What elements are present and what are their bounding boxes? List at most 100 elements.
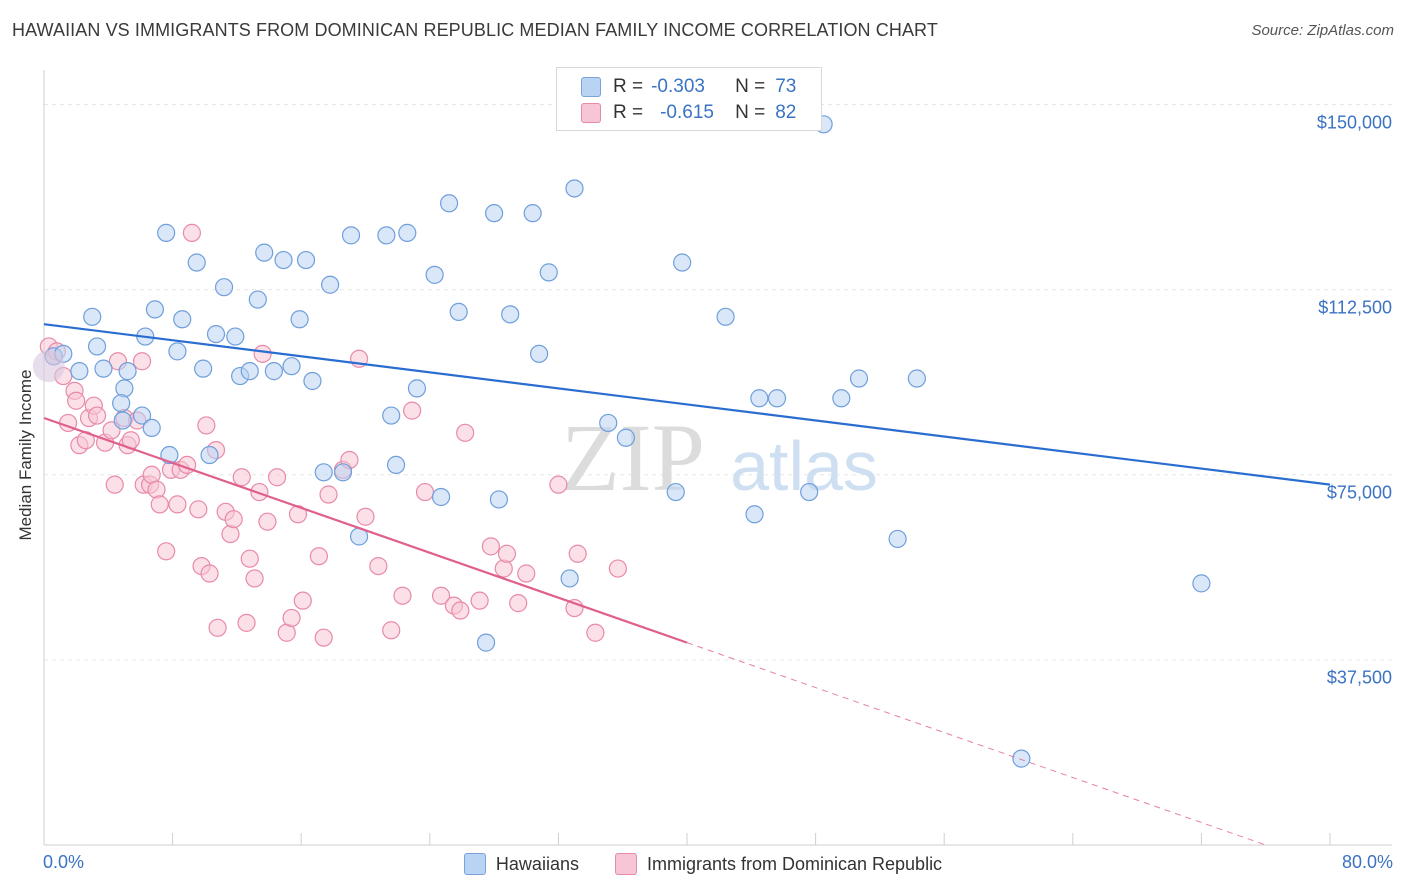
data-point <box>497 544 517 563</box>
data-point <box>232 468 251 487</box>
data-point <box>258 512 277 531</box>
data-point <box>333 463 353 482</box>
data-point <box>560 569 579 588</box>
data-point <box>240 362 259 381</box>
data-point <box>382 406 401 425</box>
data-point <box>485 204 504 223</box>
trend-line-dominican-extrapolated <box>686 642 1266 846</box>
data-point <box>470 591 489 610</box>
data-point <box>309 547 328 566</box>
legend-swatch-pink <box>581 103 601 123</box>
legend-row-dominican: R = -0.615 N = 82 <box>581 101 796 125</box>
r-value: -0.303 <box>651 76 705 97</box>
data-point <box>182 223 201 242</box>
data-point <box>489 490 509 509</box>
data-point <box>398 223 417 242</box>
legend-item-dominican[interactable]: Immigrants from Dominican Republic <box>614 853 942 875</box>
data-point <box>264 362 283 381</box>
y-tick-150000: $150,000 <box>1316 112 1392 133</box>
data-point <box>451 601 470 620</box>
data-point <box>303 371 322 391</box>
x-tick-min: 0.0% <box>43 852 85 872</box>
data-point <box>226 327 245 346</box>
data-point <box>189 500 208 519</box>
data-point <box>456 423 475 442</box>
data-point <box>403 401 422 420</box>
data-point <box>248 290 267 309</box>
data-point <box>150 495 169 514</box>
data-point-cluster <box>32 350 65 383</box>
data-point <box>168 342 187 361</box>
data-point <box>147 480 166 499</box>
data-point <box>549 475 568 494</box>
data-point <box>599 413 618 433</box>
data-point <box>221 524 240 544</box>
series-legend: Hawaiians Immigrants from Dominican Repu… <box>0 851 1406 877</box>
data-point <box>608 559 627 578</box>
data-point <box>208 618 227 637</box>
data-point <box>745 505 764 524</box>
data-point <box>267 468 287 487</box>
data-point <box>517 564 536 583</box>
data-point <box>616 428 636 447</box>
n-label: N = <box>735 76 766 97</box>
chart-title: HAWAIIAN VS IMMIGRANTS FROM DOMINICAN RE… <box>12 20 938 40</box>
data-point <box>168 495 187 514</box>
data-point <box>94 359 113 378</box>
data-point <box>494 559 513 578</box>
n-value: 82 <box>775 102 797 123</box>
data-point <box>293 591 312 610</box>
n-label: N = <box>735 102 766 123</box>
data-point <box>194 359 213 378</box>
y-tick-112500: $112,500 <box>1318 297 1392 318</box>
data-point <box>800 482 819 502</box>
source-label: Source: ZipAtlas.com <box>1251 22 1394 39</box>
data-point <box>290 310 309 329</box>
data-point <box>888 529 907 549</box>
data-point <box>206 324 226 344</box>
data-point <box>481 537 500 556</box>
data-point <box>716 307 735 326</box>
legend-item-hawaiians[interactable]: Hawaiians <box>463 853 579 875</box>
data-point <box>173 310 192 329</box>
data-point <box>253 344 272 363</box>
data-point <box>321 275 340 294</box>
data-point <box>157 223 176 242</box>
n-value: 73 <box>775 76 797 97</box>
data-point <box>382 621 401 640</box>
data-point <box>250 482 269 502</box>
r-label: R = <box>613 76 644 97</box>
data-point <box>296 250 316 270</box>
data-point <box>849 369 869 388</box>
data-point <box>237 613 256 632</box>
legend-label-hawaiians: Hawaiians <box>495 853 579 874</box>
data-point <box>356 507 375 526</box>
data-point <box>449 302 468 321</box>
data-point <box>314 628 333 647</box>
legend-swatch-pink <box>614 853 637 875</box>
data-point <box>568 544 587 563</box>
data-point <box>750 389 769 408</box>
data-point <box>393 586 412 605</box>
data-point <box>200 564 219 583</box>
data-point <box>907 369 926 388</box>
data-point <box>377 226 396 245</box>
data-point <box>314 463 333 482</box>
data-point <box>245 569 264 588</box>
data-point <box>118 362 137 381</box>
data-point <box>767 389 787 408</box>
x-tick-max: 80.0% <box>1341 852 1393 872</box>
data-point <box>83 307 102 326</box>
data-point <box>282 608 301 628</box>
data-point <box>530 344 549 363</box>
data-point <box>565 179 584 198</box>
trend-line-hawaiians <box>43 323 1331 486</box>
data-point <box>87 406 107 425</box>
data-point <box>341 226 361 245</box>
data-point <box>1012 749 1031 768</box>
data-point <box>255 243 274 262</box>
data-point <box>214 278 234 297</box>
data-point <box>113 411 132 430</box>
data-point <box>319 485 338 504</box>
data-point <box>476 633 496 652</box>
